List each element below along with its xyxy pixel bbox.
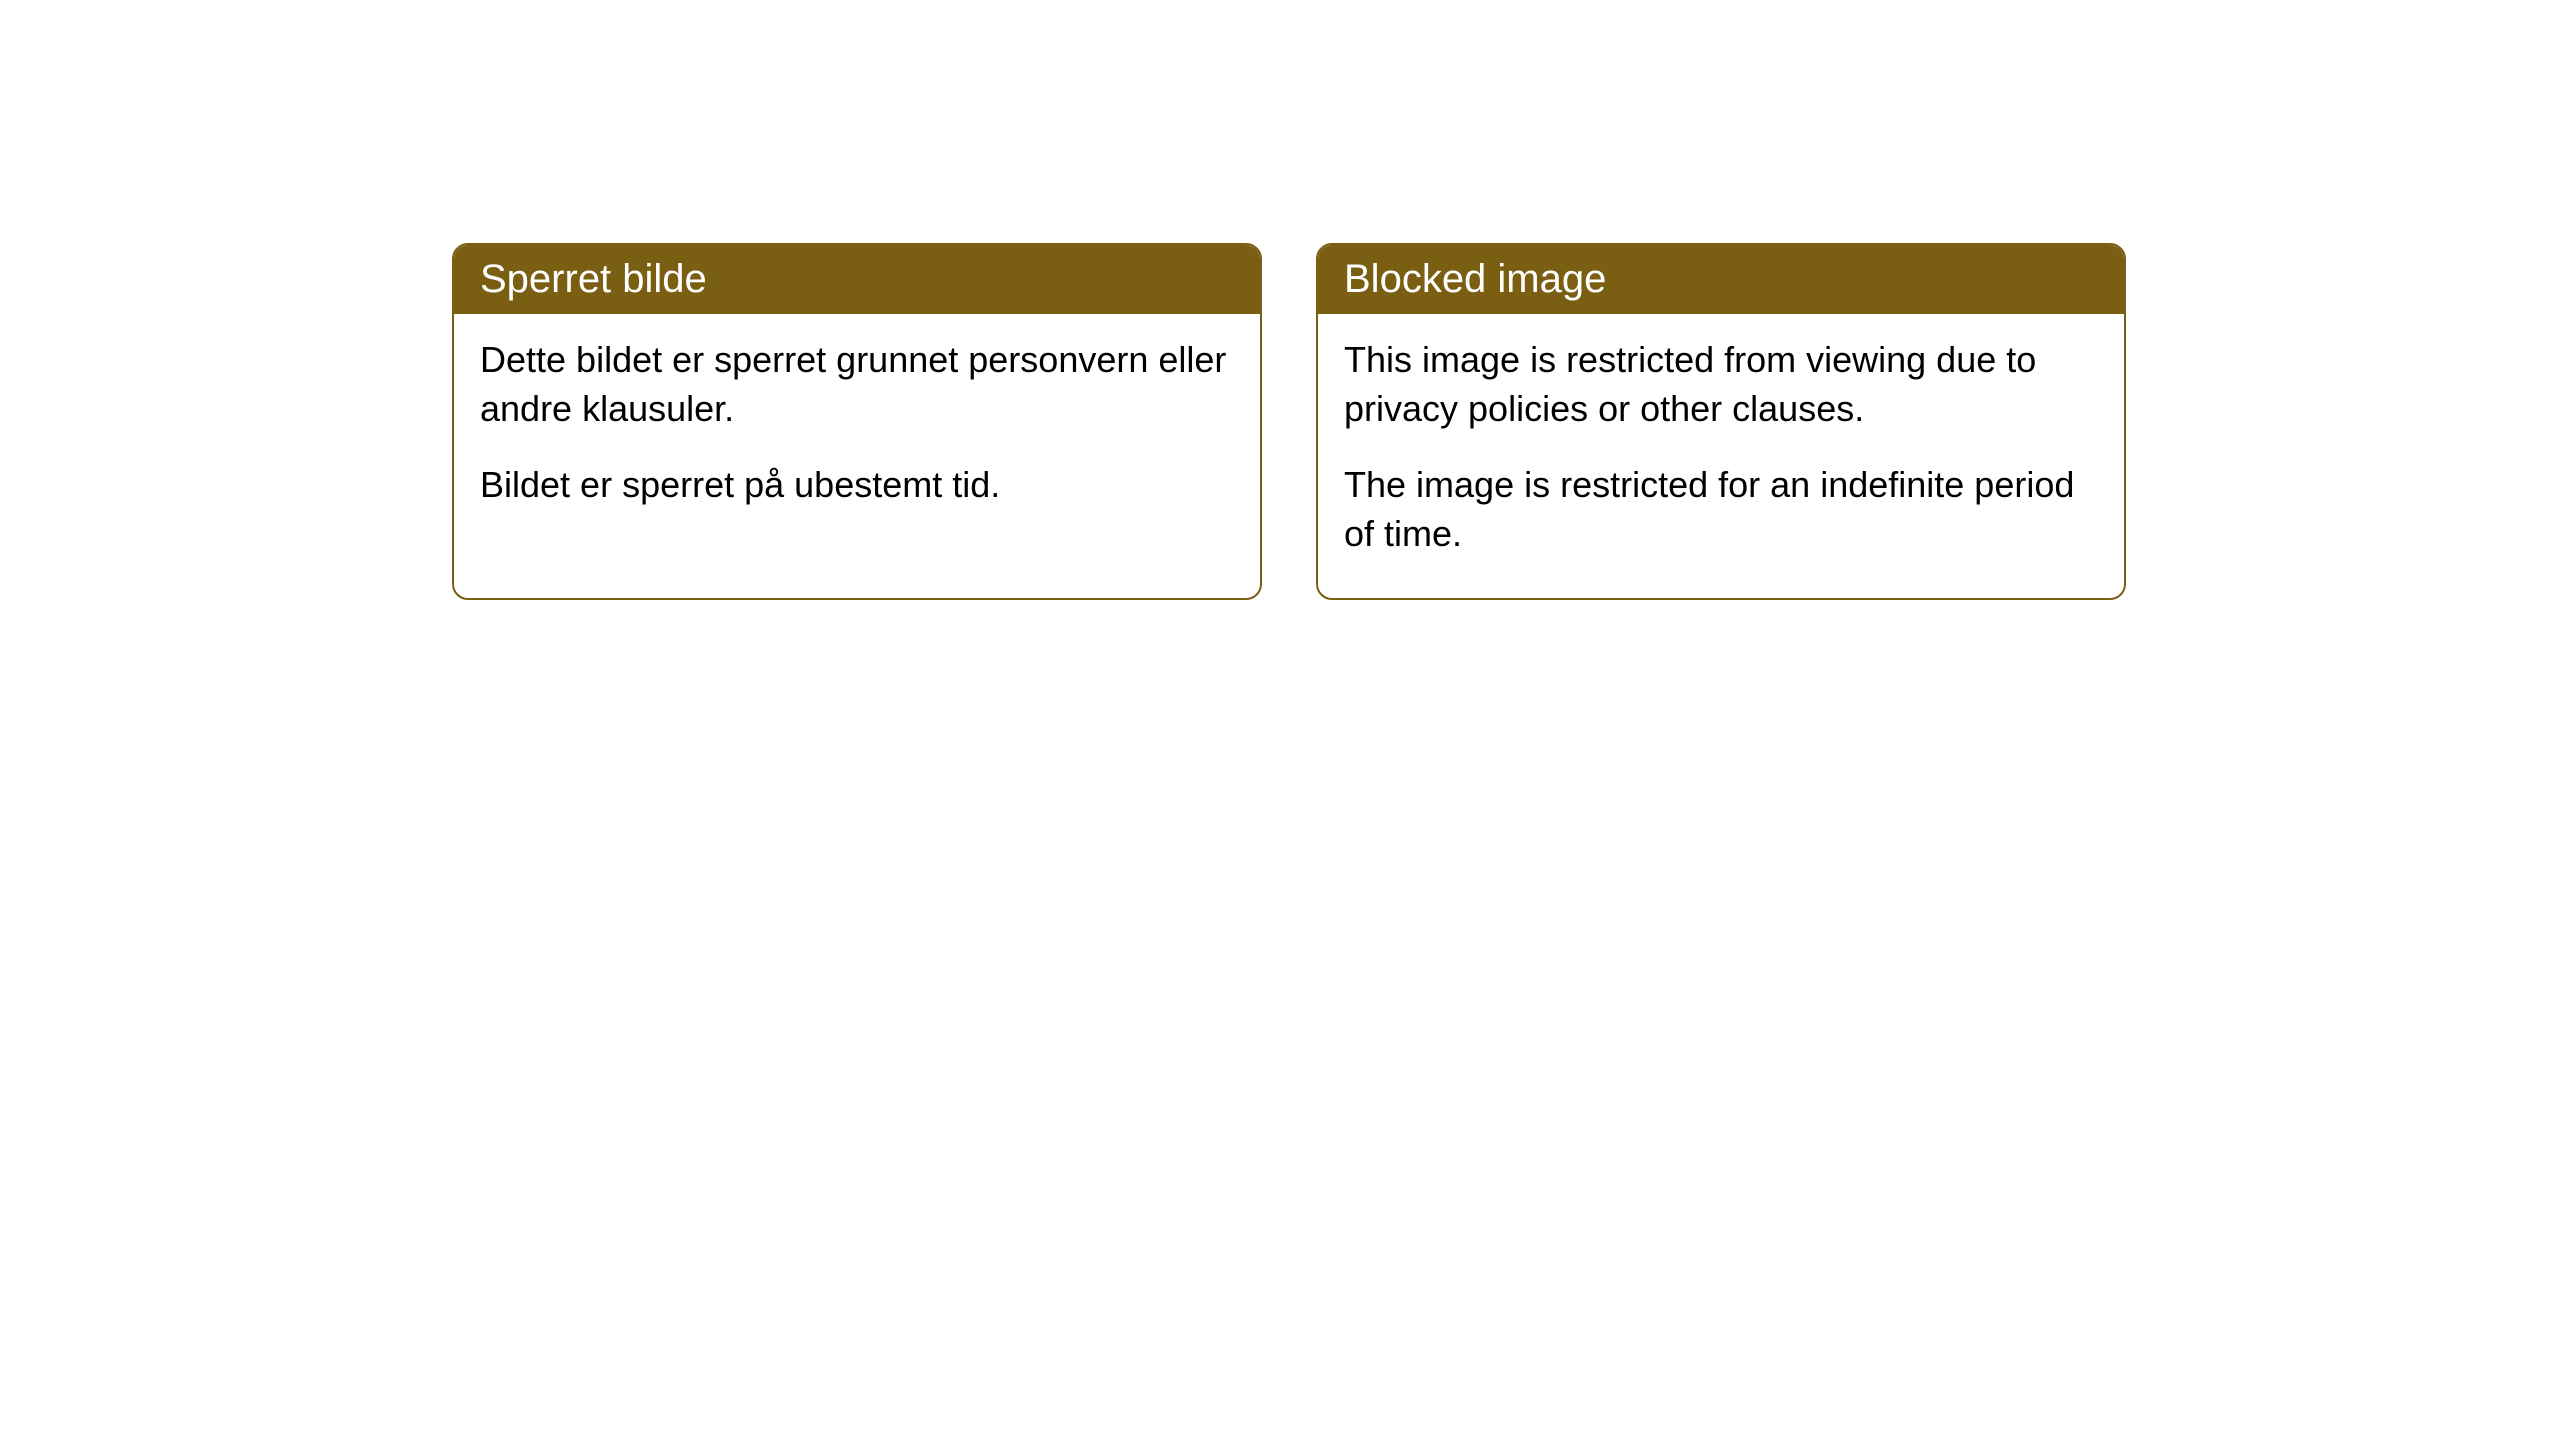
card-paragraph: Bildet er sperret på ubestemt tid. [480, 461, 1234, 510]
blocked-image-cards: Sperret bilde Dette bildet er sperret gr… [452, 243, 2126, 600]
card-title: Sperret bilde [480, 257, 707, 301]
blocked-image-card-english: Blocked image This image is restricted f… [1316, 243, 2126, 600]
card-paragraph: The image is restricted for an indefinit… [1344, 461, 2098, 558]
card-paragraph: This image is restricted from viewing du… [1344, 336, 2098, 433]
card-body: This image is restricted from viewing du… [1318, 314, 2124, 598]
card-title: Blocked image [1344, 257, 1606, 301]
blocked-image-card-norwegian: Sperret bilde Dette bildet er sperret gr… [452, 243, 1262, 600]
card-body: Dette bildet er sperret grunnet personve… [454, 314, 1260, 550]
card-header: Sperret bilde [454, 245, 1260, 314]
card-header: Blocked image [1318, 245, 2124, 314]
card-paragraph: Dette bildet er sperret grunnet personve… [480, 336, 1234, 433]
